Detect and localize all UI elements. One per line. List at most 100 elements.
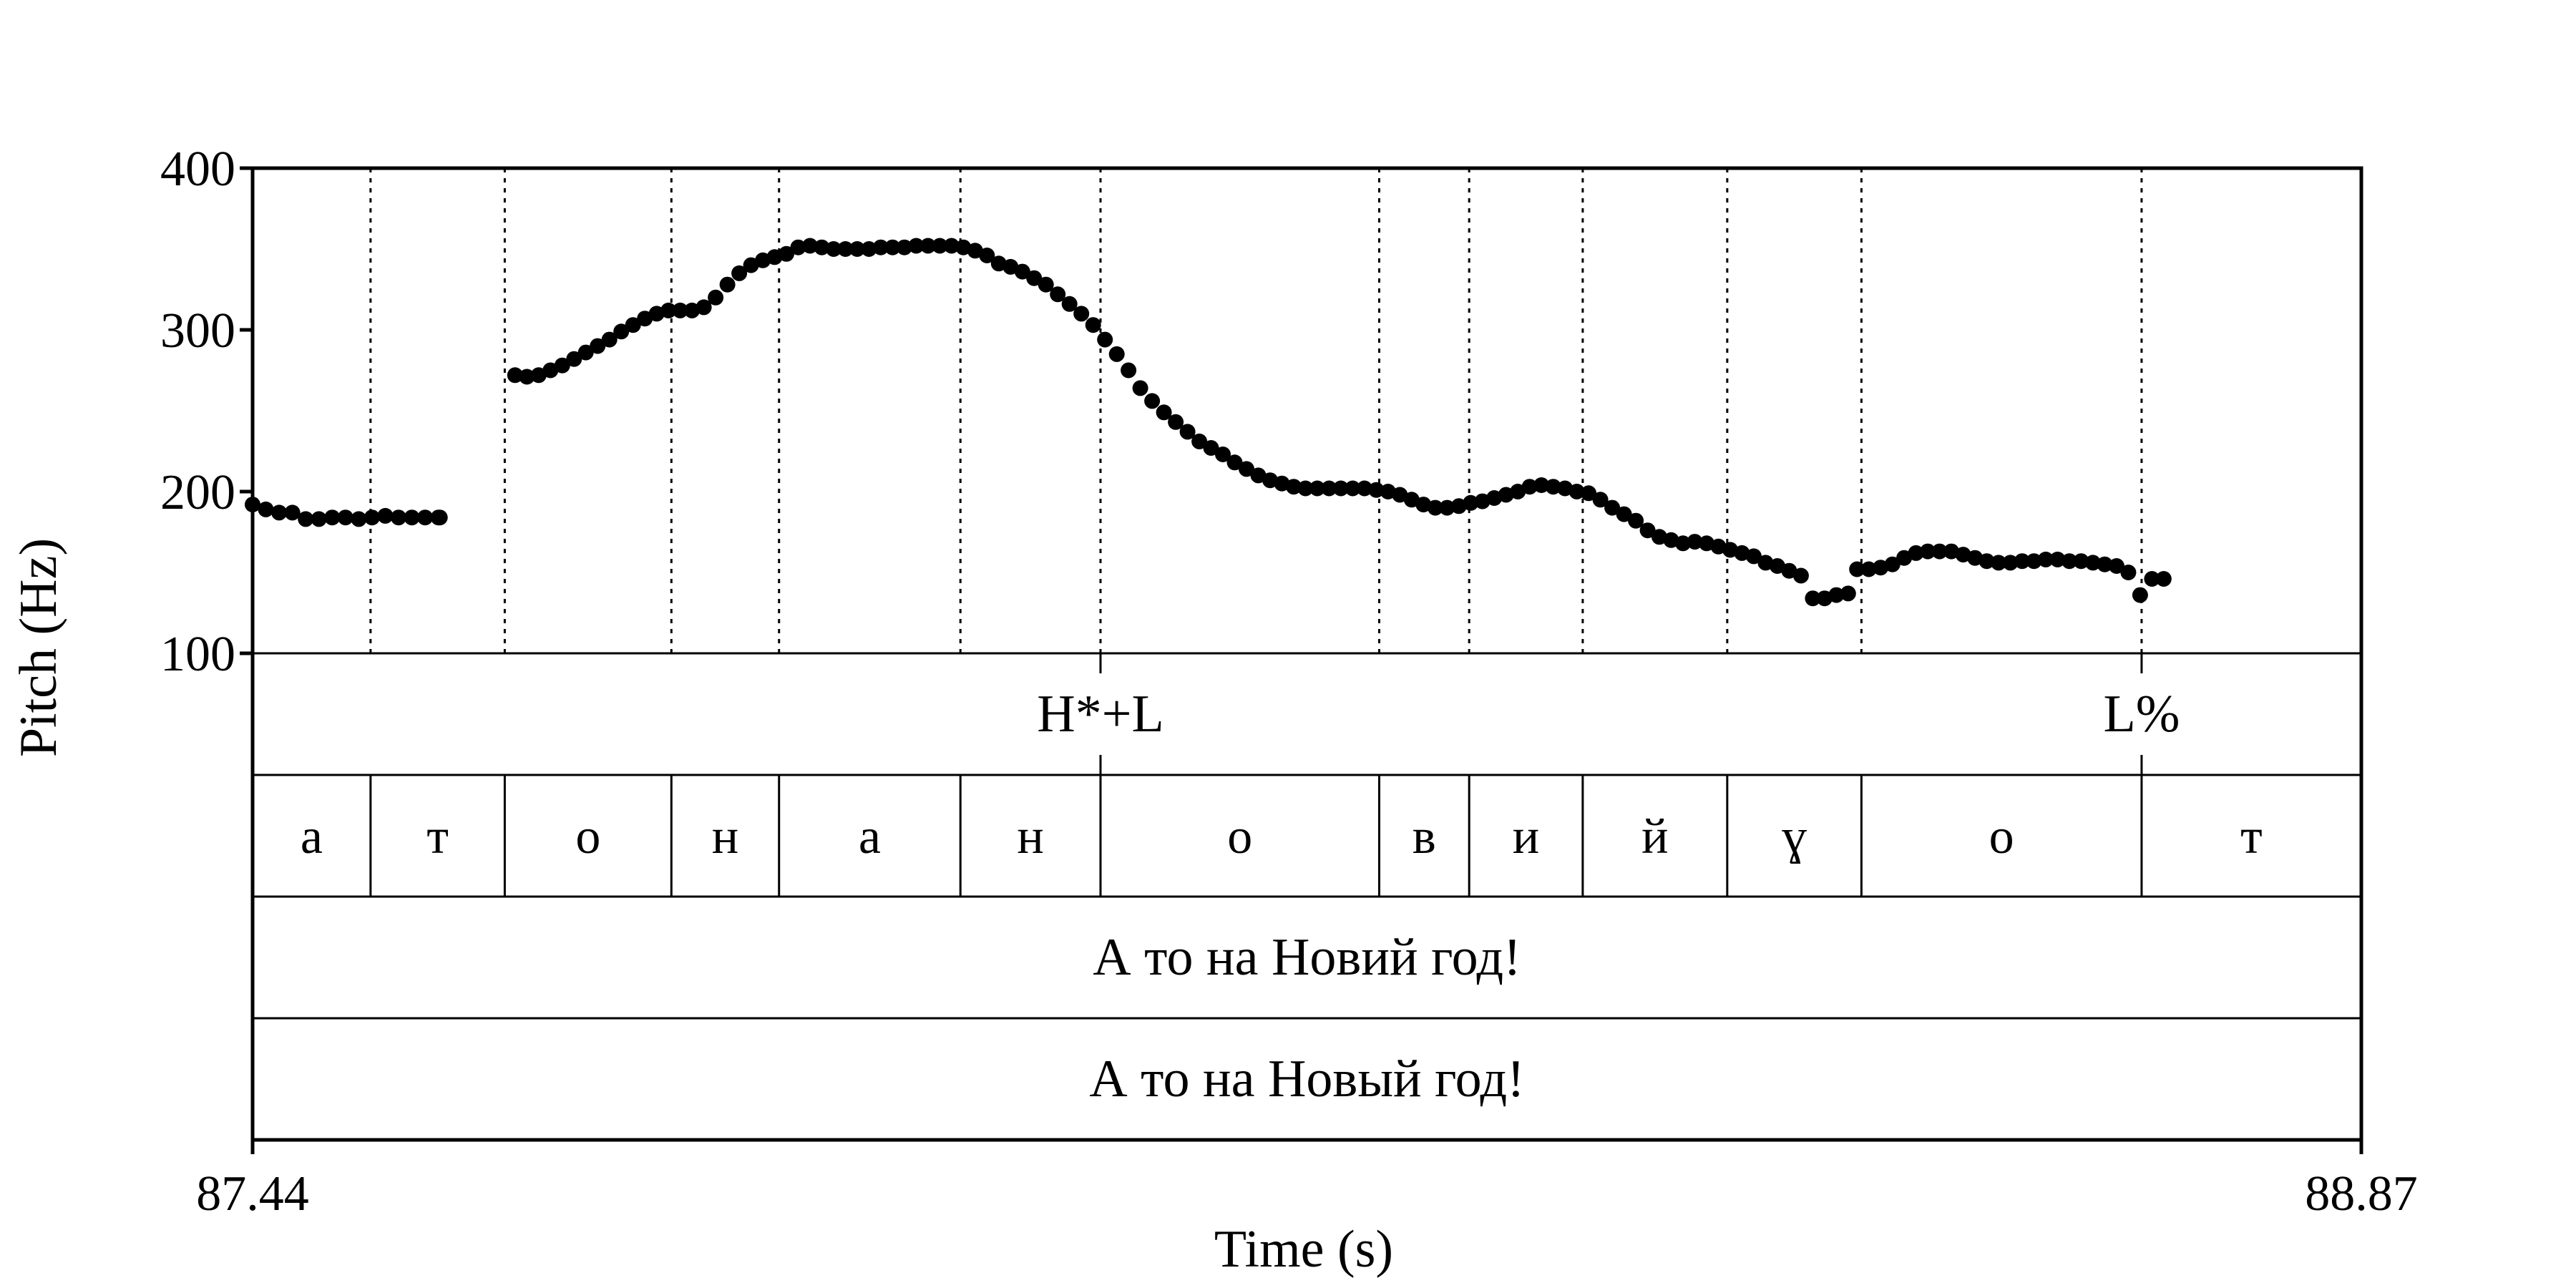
pitch-point xyxy=(1639,522,1656,539)
interval-label: а xyxy=(301,809,323,864)
pitch-point xyxy=(1474,493,1491,509)
pitch-point xyxy=(1745,548,1762,565)
pitch-point xyxy=(1663,532,1679,548)
pitch-point xyxy=(1309,480,1325,497)
pitch-point xyxy=(2108,558,2124,574)
interval-label: о xyxy=(1989,809,2014,864)
pitch-point xyxy=(1085,317,1101,333)
pitch-point xyxy=(779,245,794,262)
pitch-point xyxy=(719,276,736,293)
pitch-point xyxy=(1581,485,1597,502)
annotation-tiers: H*+L L% а т о н а н о в и й ɣ о т А то на Новий год! А т… xyxy=(301,653,2263,1108)
x-tick-label: 87.44 xyxy=(196,1166,309,1221)
pitch-point xyxy=(2155,571,2172,587)
pitch-point xyxy=(766,249,783,265)
pitch-point xyxy=(1392,487,1408,503)
pitch-point xyxy=(648,306,665,322)
pitch-point xyxy=(431,509,448,526)
pitch-point xyxy=(1415,497,1432,513)
pitch-point xyxy=(1168,414,1184,430)
pitch-point xyxy=(337,509,353,526)
interval-label: в xyxy=(1413,809,1436,864)
pitch-point xyxy=(919,238,936,254)
pitch-point xyxy=(1061,296,1078,312)
axes: Pitch (Hz) Time (s) 100 200 300 400 87.44 88.… xyxy=(9,142,2418,1279)
pitch-point xyxy=(1262,472,1278,489)
pitch-point xyxy=(1920,543,1936,560)
interval-label: н xyxy=(1017,809,1043,864)
interval-label: А то на Новый год! xyxy=(1089,1050,1525,1108)
pitch-point xyxy=(1592,492,1609,508)
y-tick-label: 100 xyxy=(160,627,235,682)
pitch-point xyxy=(731,265,748,281)
pitch-point xyxy=(637,311,653,327)
pitch-point xyxy=(1805,590,1821,607)
pitch-point xyxy=(1097,331,1113,348)
pitch-point xyxy=(1604,499,1621,516)
pitch-point xyxy=(2073,553,2089,570)
pitch-point xyxy=(1792,567,1809,584)
pitch-point xyxy=(896,239,912,255)
pitch-point xyxy=(530,367,547,384)
pitch-point xyxy=(1439,499,1455,516)
pitch-point xyxy=(2084,555,2101,571)
y-tick-label: 200 xyxy=(160,465,235,520)
pitch-point xyxy=(1734,545,1750,561)
tone-tier: H*+L L% xyxy=(1037,653,2180,775)
pitch-point xyxy=(577,344,594,361)
pitch-point xyxy=(849,241,865,257)
pitch-point xyxy=(1840,585,1856,602)
pitch-point xyxy=(2014,553,2030,570)
pitch-point xyxy=(1616,506,1632,522)
pitch-point xyxy=(1568,484,1585,499)
pitch-point xyxy=(1345,480,1361,497)
interval-label: т xyxy=(2240,809,2263,864)
pitch-point xyxy=(1463,494,1479,511)
pitch-point xyxy=(1239,461,1254,477)
pitch-point xyxy=(861,241,877,257)
pitch-point xyxy=(979,248,995,263)
x-tick-label: 88.87 xyxy=(2305,1166,2418,1221)
pitch-point xyxy=(1849,561,1865,577)
pitch-point xyxy=(417,509,434,526)
pitch-point xyxy=(1884,556,1901,572)
pitch-point xyxy=(1121,362,1137,379)
pitch-point xyxy=(1510,484,1526,499)
pitch-points xyxy=(245,238,2172,607)
pitch-point xyxy=(1191,433,1208,449)
pitch-point xyxy=(1873,560,1889,576)
pitch-point xyxy=(2026,553,2042,570)
pitch-point xyxy=(1769,558,1785,574)
chart-frame xyxy=(250,166,2363,1142)
pitch-point xyxy=(1521,479,1538,495)
pitch-point xyxy=(271,504,288,521)
pitch-point xyxy=(790,239,806,255)
boundary-layer xyxy=(369,168,2143,653)
pitch-point xyxy=(1002,258,1019,275)
pitch-point xyxy=(519,369,535,385)
pitch-point xyxy=(802,238,818,254)
pitch-point xyxy=(2097,556,2113,572)
pitch-point xyxy=(672,302,688,318)
pitch-point xyxy=(1356,480,1372,497)
pitch-point xyxy=(1286,479,1302,495)
pitch-point xyxy=(1380,484,1396,499)
pitch-point xyxy=(1144,393,1161,409)
pitch-point xyxy=(1226,454,1243,471)
pitch-point xyxy=(377,507,394,524)
pitch-point xyxy=(908,238,924,254)
pitch-point xyxy=(1050,286,1066,303)
pitch-point xyxy=(1955,547,1971,563)
pitch-point xyxy=(1991,555,2006,571)
pitch-point xyxy=(1710,538,1727,555)
pitch-point xyxy=(1828,587,1845,603)
pitch-point xyxy=(1498,487,1514,503)
pitch-point xyxy=(1675,535,1691,552)
pitch-point xyxy=(1132,380,1148,396)
pitch-point xyxy=(1321,480,1337,497)
pitch-point xyxy=(814,239,830,255)
pitch-point xyxy=(1108,346,1125,362)
sentence-tier-2: А то на Новый год! xyxy=(1089,1050,1525,1108)
pitch-point xyxy=(311,511,327,527)
